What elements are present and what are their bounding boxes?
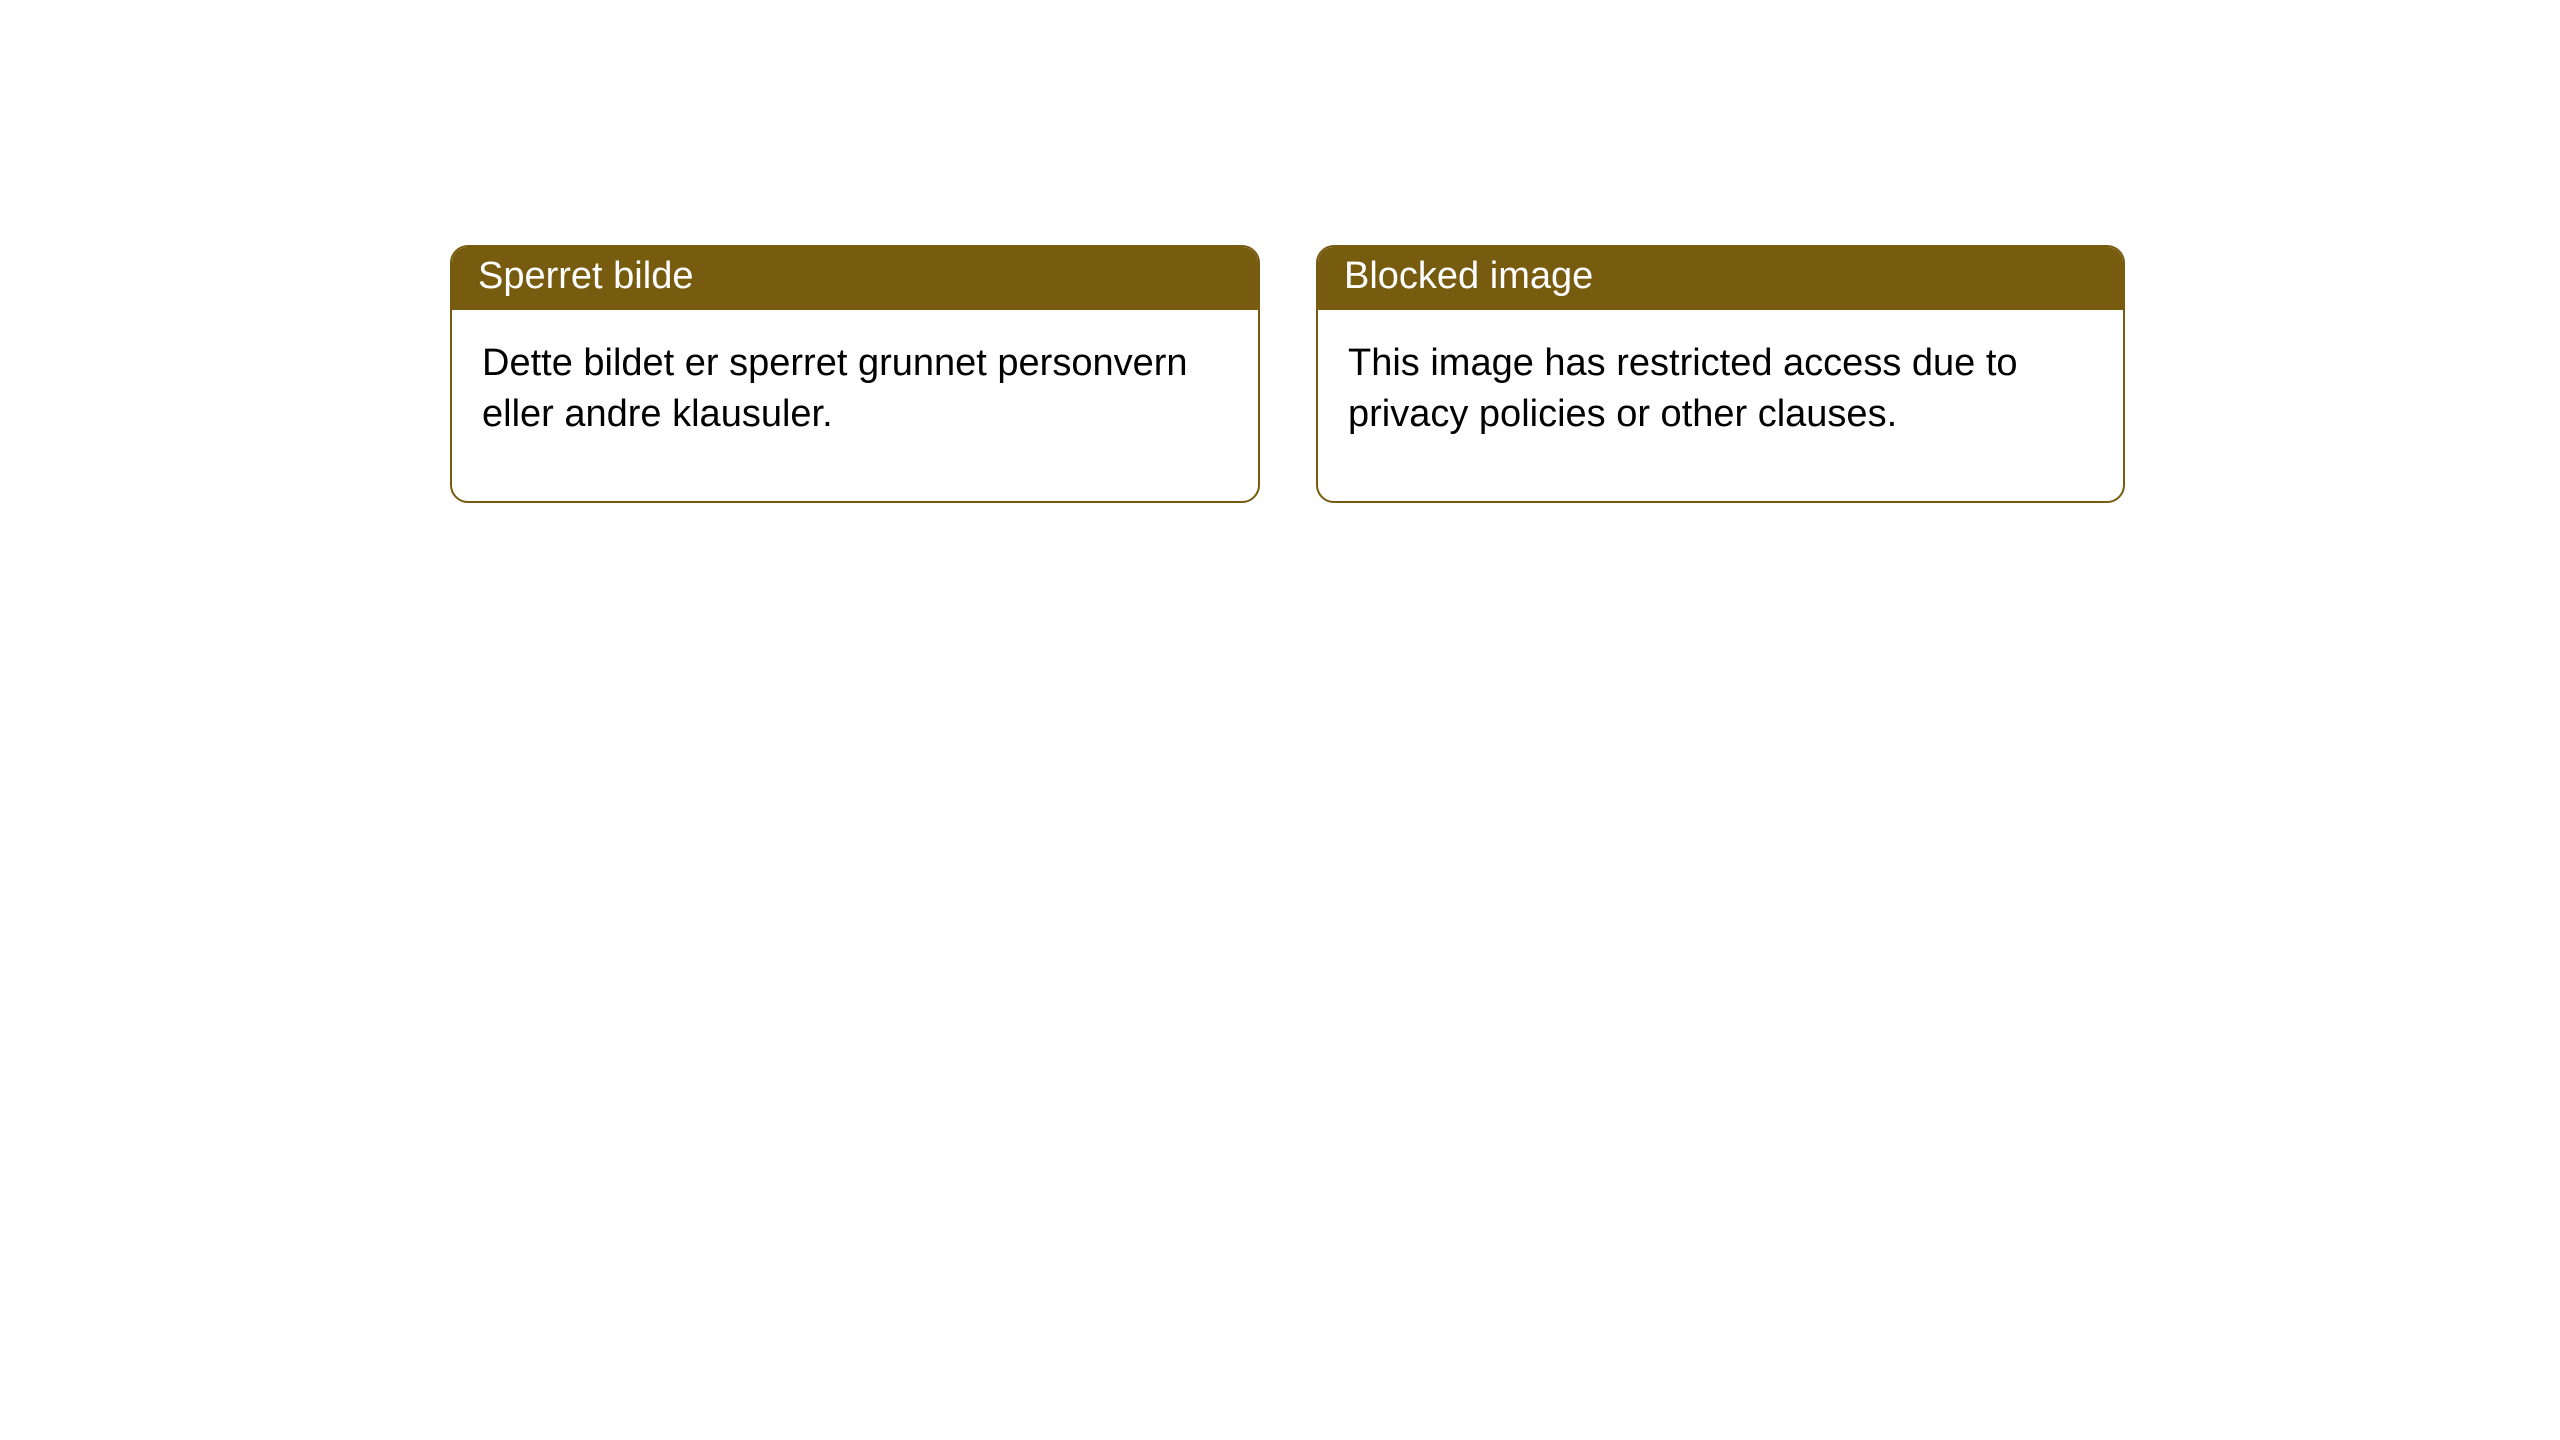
notice-box-english: Blocked image This image has restricted … [1316,245,2125,503]
notice-body-english: This image has restricted access due to … [1318,310,2123,463]
notice-container: Sperret bilde Dette bildet er sperret gr… [0,0,2560,503]
notice-title-english: Blocked image [1318,247,2123,310]
notice-box-norwegian: Sperret bilde Dette bildet er sperret gr… [450,245,1260,503]
notice-title-norwegian: Sperret bilde [452,247,1258,310]
notice-body-norwegian: Dette bildet er sperret grunnet personve… [452,310,1258,501]
